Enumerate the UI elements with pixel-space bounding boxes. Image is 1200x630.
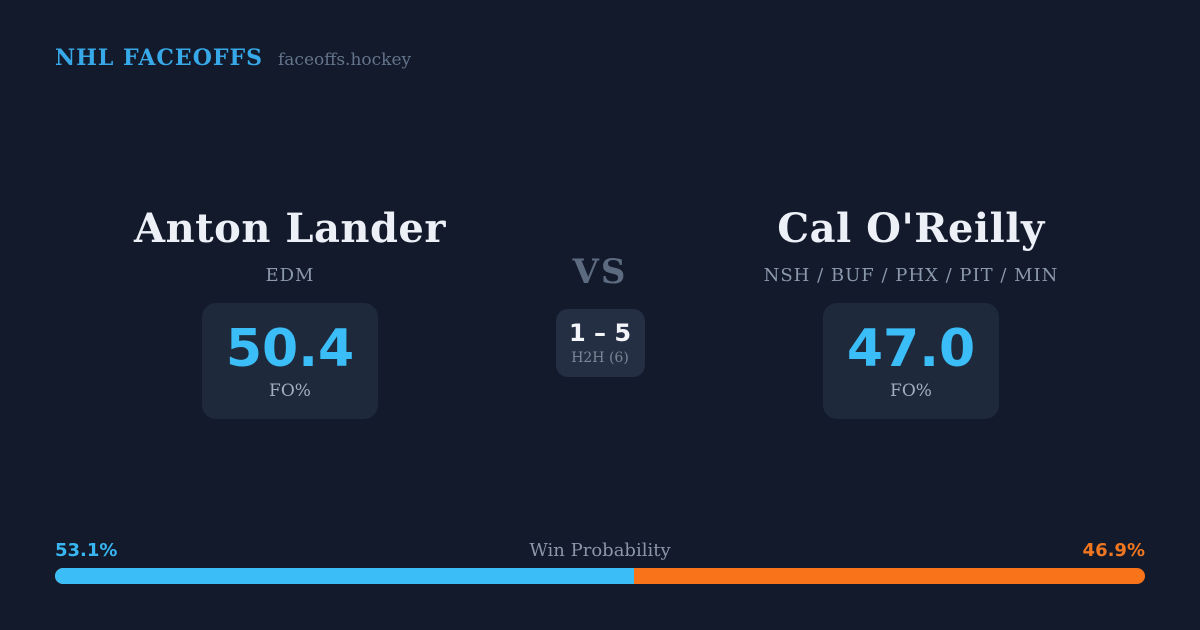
player-left-stat-value: 50.4 [225,319,355,379]
player-left-teams: EDM [265,265,315,286]
vs-label: VS [572,252,628,292]
win-prob-fill-left [55,568,634,584]
win-prob-right-pct: 46.9% [1082,540,1145,561]
win-prob-title: Win Probability [529,540,671,561]
player-left-column: Anton Lander EDM 50.4 FO% [110,205,470,419]
center-column: VS 1 – 5 H2H (6) [520,252,680,377]
h2h-box: 1 – 5 H2H (6) [555,309,645,377]
h2h-score: 1 – 5 [568,319,632,347]
player-right-name: Cal O'Reilly [777,205,1045,252]
player-right-stat-value: 47.0 [846,319,976,379]
player-right-stat-box: 47.0 FO% [823,303,999,419]
player-left-stat-label: FO% [269,381,311,401]
player-right-teams: NSH / BUF / PHX / PIT / MIN [763,265,1059,286]
win-prob-left-pct: 53.1% [55,540,118,561]
win-prob-labels: 53.1% Win Probability 46.9% [55,540,1145,562]
player-left-name: Anton Lander [134,205,446,252]
player-left-stat-box: 50.4 FO% [202,303,378,419]
player-right-column: Cal O'Reilly NSH / BUF / PHX / PIT / MIN… [731,205,1091,419]
h2h-label: H2H (6) [571,350,629,366]
brand-title: NHL FACEOFFS [55,45,263,71]
site-url: faceoffs.hockey [278,50,412,70]
header: NHL FACEOFFS faceoffs.hockey [55,46,411,72]
win-prob-bar [55,568,1145,584]
player-right-stat-label: FO% [890,381,932,401]
